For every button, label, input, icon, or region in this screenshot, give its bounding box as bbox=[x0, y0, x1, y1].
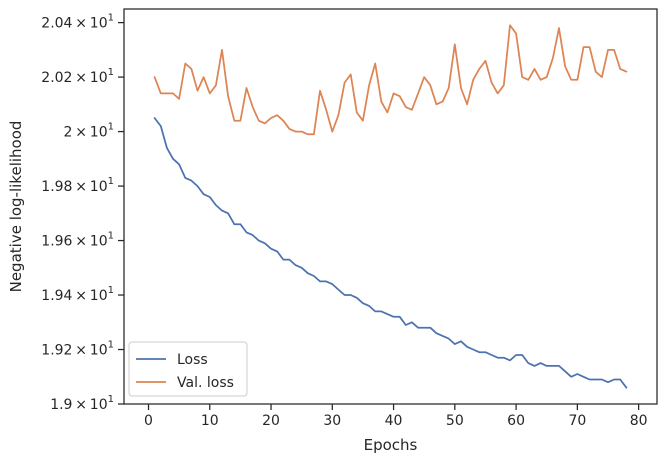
y-tick-base: 10 bbox=[90, 288, 108, 304]
y-tick-times: × bbox=[72, 397, 89, 413]
y-tick-label: 1.98 × 101 bbox=[41, 176, 114, 195]
y-tick-base: 10 bbox=[90, 179, 108, 195]
y-tick-mantissa: 1.98 bbox=[41, 179, 72, 195]
y-tick-exponent: 1 bbox=[108, 231, 114, 242]
series-line-val-loss bbox=[153, 24, 628, 136]
y-tick-times: × bbox=[72, 234, 89, 250]
x-tick-label: 50 bbox=[446, 413, 464, 429]
legend: Loss Val. loss bbox=[128, 341, 248, 397]
y-axis-label: Negative log-likelihood bbox=[7, 121, 25, 293]
y-tick-label: 1.96 × 101 bbox=[41, 231, 114, 250]
x-tick-label: 60 bbox=[507, 413, 525, 429]
y-tick-exponent: 1 bbox=[108, 285, 114, 296]
x-tick-label: 0 bbox=[144, 413, 153, 429]
x-tick-label: 70 bbox=[568, 413, 586, 429]
x-axis-label: Epochs bbox=[364, 436, 418, 454]
y-tick-mantissa: 1.94 bbox=[41, 288, 72, 304]
series-layer bbox=[153, 24, 628, 389]
y-tick-base: 10 bbox=[90, 16, 108, 32]
y-tick-mantissa: 2 bbox=[64, 125, 73, 141]
x-tick-label: 40 bbox=[385, 413, 403, 429]
y-tick-mantissa: 1.96 bbox=[41, 234, 72, 250]
y-tick-base: 10 bbox=[90, 125, 108, 141]
y-tick-label: 2.02 × 101 bbox=[41, 67, 114, 86]
y-tick-label: 2 × 101 bbox=[64, 122, 114, 141]
y-tick-mantissa: 1.92 bbox=[41, 343, 72, 359]
y-tick-base: 10 bbox=[90, 234, 108, 250]
y-tick-times: × bbox=[72, 288, 89, 304]
y-tick-label: 2.04 × 101 bbox=[41, 13, 114, 32]
x-tick-label: 20 bbox=[262, 413, 280, 429]
y-tick-mantissa: 2.04 bbox=[41, 16, 72, 32]
x-tick-label: 10 bbox=[201, 413, 219, 429]
series-line-loss bbox=[153, 117, 628, 389]
y-tick-exponent: 1 bbox=[108, 340, 114, 351]
y-tick-times: × bbox=[72, 343, 89, 359]
legend-label-val-loss: Val. loss bbox=[177, 375, 234, 391]
plot-frame bbox=[123, 8, 658, 405]
y-tick-base: 10 bbox=[90, 70, 108, 86]
y-tick-exponent: 1 bbox=[108, 13, 114, 24]
y-tick-label: 1.92 × 101 bbox=[41, 340, 114, 359]
y-tick-base: 10 bbox=[90, 343, 108, 359]
y-tick-base: 10 bbox=[90, 397, 108, 413]
y-tick-label: 1.9 × 101 bbox=[50, 394, 114, 413]
y-tick-times: × bbox=[72, 16, 89, 32]
y-tick-times: × bbox=[72, 70, 89, 86]
y-tick-exponent: 1 bbox=[108, 67, 114, 78]
y-tick-times: × bbox=[72, 179, 89, 195]
legend-label-loss: Loss bbox=[177, 352, 208, 368]
plot-area bbox=[123, 8, 658, 405]
y-tick-exponent: 1 bbox=[108, 176, 114, 187]
y-tick-label: 1.94 × 101 bbox=[41, 285, 114, 304]
x-axis-ticks: 0 10 20 30 40 50 60 70 80 bbox=[144, 404, 648, 429]
y-tick-mantissa: 1.9 bbox=[50, 397, 72, 413]
y-tick-exponent: 1 bbox=[108, 122, 114, 133]
x-tick-label: 30 bbox=[323, 413, 341, 429]
y-tick-exponent: 1 bbox=[108, 394, 114, 405]
x-tick-label: 80 bbox=[630, 413, 648, 429]
y-tick-times: × bbox=[72, 125, 89, 141]
y-tick-mantissa: 2.02 bbox=[41, 70, 72, 86]
